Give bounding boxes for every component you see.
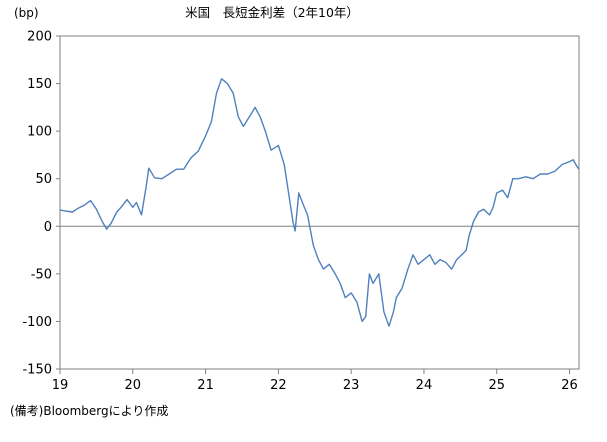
chart-title: 米国 長短金利差（2年10年） xyxy=(185,5,359,20)
x-tick-label: 19 xyxy=(52,378,69,393)
x-tick-label: 21 xyxy=(197,378,214,393)
x-tick-label: 20 xyxy=(125,378,142,393)
x-tick-label: 24 xyxy=(416,378,433,393)
y-tick-label: 200 xyxy=(27,30,52,45)
x-tick-label: 22 xyxy=(270,378,287,393)
y-tick-label: 100 xyxy=(27,125,52,140)
source-note: (備考)Bloombergにより作成 xyxy=(10,403,168,418)
y-tick-label: -150 xyxy=(22,363,52,378)
y-tick-label: 150 xyxy=(27,77,52,92)
x-tick-label: 23 xyxy=(343,378,360,393)
y-axis-unit-label: (bp) xyxy=(14,6,39,20)
x-tick-label: 26 xyxy=(561,378,578,393)
y-tick-label: -100 xyxy=(22,315,52,330)
y-tick-label: 50 xyxy=(35,172,52,187)
x-tick-label: 25 xyxy=(488,378,505,393)
plot-frame xyxy=(59,35,580,370)
spread-series-line xyxy=(59,78,580,327)
y-tick-label: 0 xyxy=(44,220,52,235)
y-tick-label: -50 xyxy=(31,267,52,282)
